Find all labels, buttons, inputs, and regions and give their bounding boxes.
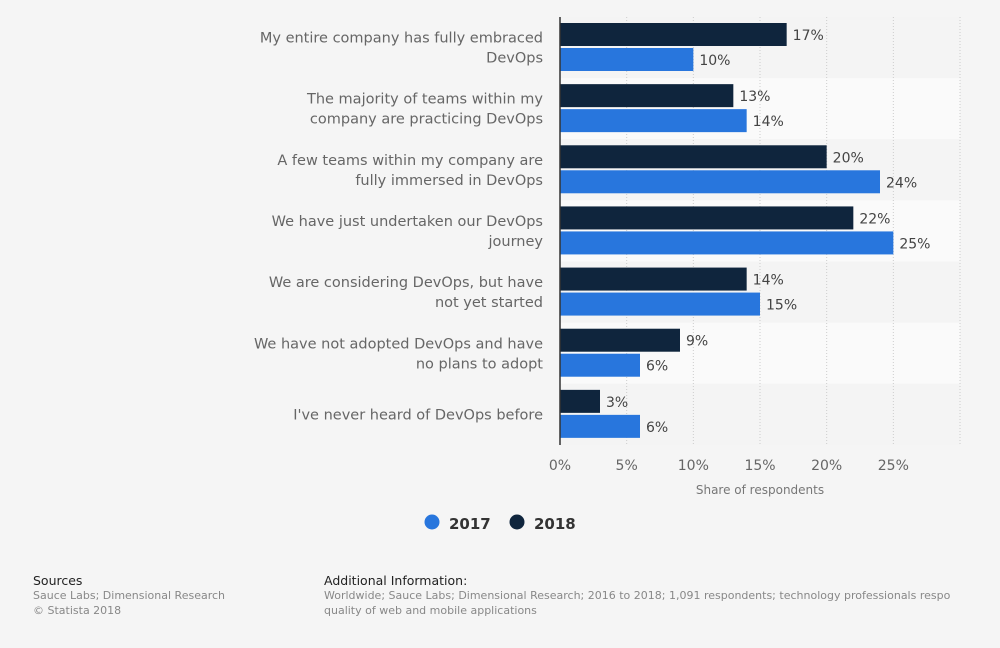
category-label: My entire company has fully embraced [260, 31, 543, 47]
bar-2018 [560, 206, 854, 230]
sources-block: Sources Sauce Labs; Dimensional Research… [33, 573, 225, 618]
additional-info-block: Additional Information: Worldwide; Sauce… [324, 573, 950, 618]
data-label: 25% [899, 236, 930, 252]
data-label: 14% [753, 114, 784, 130]
x-tick-label: 20% [811, 458, 842, 474]
bar-chart: 0% 5% 10% 15% 20% 25% Share of respondents My e… [254, 17, 961, 533]
data-label: 6% [646, 420, 668, 436]
legend-marker-2017 [424, 514, 440, 530]
data-label: 17% [793, 28, 824, 44]
bar-2018 [560, 389, 600, 413]
data-label: 15% [766, 298, 797, 314]
category-label: I've never heard of DevOps before [293, 407, 543, 423]
data-label: 9% [686, 334, 708, 350]
data-label: 3% [606, 395, 628, 411]
x-tick-label: 5% [616, 458, 638, 474]
data-label: 6% [646, 359, 668, 375]
category-label: DevOps [486, 51, 543, 67]
bar-2017 [560, 292, 760, 316]
category-label: A few teams within my company are [277, 153, 543, 169]
data-label: 24% [886, 175, 917, 191]
bar-2018 [560, 145, 827, 169]
info-line-2: quality of web and mobile applications [324, 604, 537, 617]
category-label: company are practicing DevOps [310, 112, 543, 128]
sources-text[interactable]: Sauce Labs; Dimensional Research [33, 589, 226, 602]
bar-2017 [560, 109, 747, 133]
x-tick-label: 0% [549, 458, 571, 474]
info-title: Additional Information: [324, 573, 468, 588]
bar-2017 [560, 353, 640, 377]
category-label: We are considering DevOps, but have [269, 275, 543, 291]
category-label: We have just undertaken our DevOps [272, 214, 543, 230]
category-label: We have not adopted DevOps and have [254, 336, 543, 352]
x-tick-label: 15% [744, 458, 775, 474]
x-tick-label: 10% [678, 458, 709, 474]
bar-2017 [560, 170, 880, 194]
bar-2017 [560, 48, 694, 71]
category-label: The majority of teams within my [306, 92, 543, 108]
bar-2018 [560, 84, 734, 108]
bar-2017 [560, 414, 640, 438]
data-label: 13% [739, 89, 770, 105]
data-label: 14% [753, 273, 784, 289]
bar-2018 [560, 328, 680, 352]
legend-label-2018: 2018 [534, 515, 576, 533]
x-tick-label: 25% [878, 458, 909, 474]
category-label: not yet started [435, 295, 543, 311]
data-label: 22% [859, 211, 890, 227]
info-line-1: Worldwide; Sauce Labs; Dimensional Resea… [324, 589, 951, 602]
x-axis-label: Share of respondents [696, 483, 824, 497]
sources-title: Sources [33, 573, 83, 588]
category-label: fully immersed in DevOps [355, 173, 543, 189]
bar-2017 [560, 231, 894, 255]
category-label: no plans to adopt [416, 356, 543, 372]
category-label: journey [488, 234, 544, 250]
copyright: © Statista 2018 [33, 604, 122, 617]
bar-2018 [560, 23, 787, 46]
data-label: 20% [833, 150, 864, 166]
legend-marker-2018 [509, 514, 525, 530]
data-label: 10% [699, 53, 730, 69]
legend-label-2017: 2017 [449, 515, 491, 533]
bar-2018 [560, 267, 747, 291]
